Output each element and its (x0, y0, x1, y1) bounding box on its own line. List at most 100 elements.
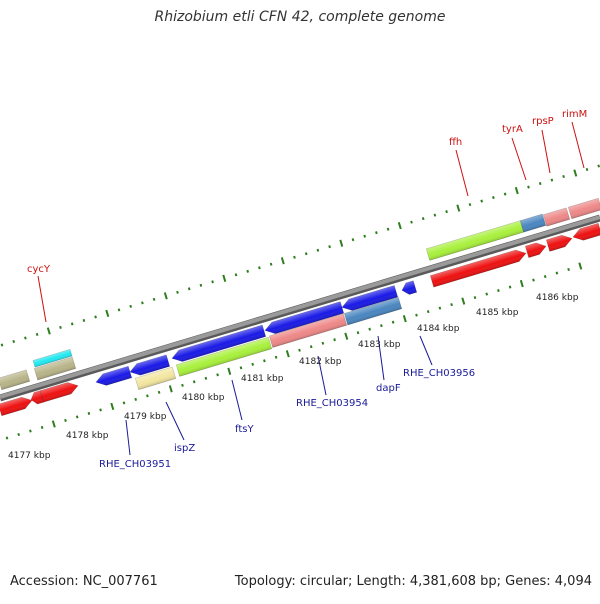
genome-backbone (0, 214, 600, 402)
gene-dapf-steel (343, 296, 403, 326)
gene-red (39, 382, 79, 403)
major-tick (110, 402, 115, 411)
major-tick (285, 350, 290, 358)
gene-khaki (33, 356, 77, 381)
gene-label-ffh: ffh (449, 137, 462, 148)
minor-tick (82, 318, 86, 322)
minor-tick (543, 275, 547, 279)
major-tick (339, 239, 344, 247)
minor-tick (94, 315, 97, 319)
major-tick (46, 327, 51, 335)
minor-tick (433, 213, 437, 217)
minor-tick (380, 324, 383, 328)
minor-tick (204, 376, 208, 380)
gene-red (545, 234, 573, 252)
major-tick (578, 262, 583, 270)
minor-tick (24, 336, 27, 340)
gene-red (0, 396, 33, 417)
minor-tick (269, 262, 273, 266)
major-tick (280, 257, 285, 265)
minor-tick (492, 196, 495, 200)
gene-rhe-ch03954-salmon (268, 313, 348, 348)
minor-tick (309, 345, 313, 349)
major-tick (222, 274, 227, 282)
minor-tick (532, 278, 535, 282)
gene-label-ispz: ispZ (174, 443, 195, 454)
gene-tyra-steel (519, 213, 547, 233)
major-tick (105, 309, 110, 318)
kbp-label: 4178 kbp (66, 431, 109, 441)
minor-tick (450, 303, 453, 307)
gene-ispz-cream (134, 366, 177, 391)
gene-label-rhe-ch03954: RHE_CH03954 (296, 398, 368, 409)
minor-tick (316, 248, 320, 252)
kbp-label: 4183 kbp (358, 340, 401, 350)
label-leader-line (377, 335, 385, 381)
minor-tick (17, 432, 21, 437)
minor-tick (328, 245, 331, 249)
minor-tick (415, 313, 418, 317)
gene-rimm-salmon (567, 197, 600, 220)
minor-tick (99, 408, 102, 412)
minor-tick (562, 174, 565, 179)
gene-label-ftsy: ftsY (235, 424, 254, 435)
minor-tick (5, 436, 9, 440)
minor-tick (187, 287, 191, 291)
minor-tick (70, 322, 74, 326)
major-tick (573, 169, 578, 177)
kbp-label: 4181 kbp (241, 374, 284, 384)
gene-blue (95, 365, 133, 386)
minor-tick (567, 267, 570, 272)
minor-tick (59, 325, 62, 329)
label-leaders (37, 121, 585, 456)
gene-rpsp-salmon (542, 207, 571, 227)
minor-tick (503, 192, 507, 196)
gene-label-rpsp: rpsP (532, 116, 554, 127)
minor-tick (181, 383, 184, 387)
label-leader-line (165, 401, 185, 441)
accession-text: Accession: NC_007761 (10, 574, 158, 589)
gene-blue (171, 324, 267, 362)
label-leader-line (125, 419, 131, 456)
minor-tick (117, 308, 121, 312)
minor-tick (141, 301, 144, 305)
minor-tick (485, 292, 489, 296)
gene-label-rhe-ch03956: RHE_CH03956 (403, 368, 475, 379)
minor-tick (122, 401, 126, 405)
minor-tick (87, 411, 91, 415)
gene-blue (401, 280, 418, 295)
minor-tick (351, 238, 355, 242)
gene-khaki (0, 369, 31, 391)
minor-tick (421, 217, 425, 221)
gene-blue (341, 285, 399, 311)
gene-red (572, 222, 600, 241)
minor-tick (321, 341, 325, 345)
minor-tick (274, 355, 278, 359)
minor-tick (356, 331, 360, 335)
minor-tick (129, 304, 133, 308)
minor-tick (555, 271, 559, 275)
minor-tick (508, 285, 512, 289)
label-leader-line (231, 379, 243, 421)
minor-tick (211, 280, 214, 284)
major-tick (397, 222, 402, 230)
minor-tick (410, 220, 413, 224)
minor-tick (426, 310, 430, 314)
label-leader-line (541, 129, 551, 174)
minor-tick (538, 182, 542, 186)
minor-tick (304, 252, 308, 256)
major-tick (514, 186, 519, 195)
tick-track-top (0, 164, 600, 347)
minor-tick (258, 266, 261, 270)
minor-tick (527, 185, 530, 189)
kbp-label: 4180 kbp (182, 393, 225, 403)
gene-blue (264, 301, 345, 334)
minor-tick (438, 306, 442, 310)
minor-tick (368, 327, 372, 331)
major-tick (402, 315, 407, 323)
kbp-label: 4177 kbp (8, 451, 51, 461)
minor-tick (75, 415, 79, 419)
major-tick (461, 297, 466, 305)
